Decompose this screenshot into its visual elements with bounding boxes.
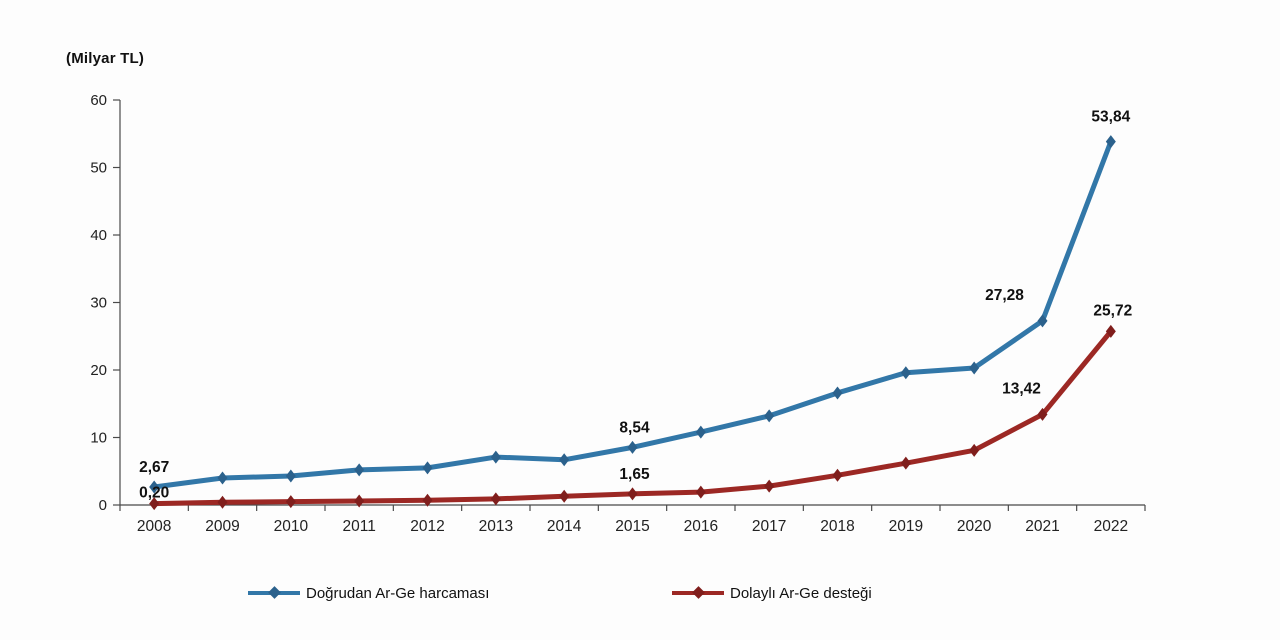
y-axis-tick-label: 60: [90, 92, 107, 109]
data-point-marker: [285, 495, 296, 509]
legend-item-indirect-rd-support: Dolaylı Ar-Ge desteği: [672, 582, 872, 604]
y-axis-tick-label: 30: [90, 295, 107, 312]
x-axis-year-label: 2015: [615, 518, 649, 535]
y-axis-tick-label: 10: [90, 430, 107, 447]
data-point-marker: [354, 494, 365, 508]
data-point-marker: [422, 461, 433, 475]
x-axis-year-label: 2012: [410, 518, 444, 535]
data-point-marker: [969, 443, 980, 457]
x-axis-year-label: 2016: [684, 518, 718, 535]
data-label: 2,67: [139, 459, 169, 476]
x-axis-year-label: 2021: [1025, 518, 1059, 535]
x-axis-year-label: 2011: [342, 518, 375, 535]
data-point-marker: [627, 487, 638, 501]
legend-label-indirect-rd: Dolaylı Ar-Ge desteği: [730, 584, 872, 602]
y-axis-unit-title: (Milyar TL): [66, 50, 145, 67]
y-axis-tick-label: 0: [99, 497, 107, 514]
x-axis-year-label: 2017: [752, 518, 786, 535]
data-point-marker: [832, 468, 843, 482]
x-axis-year-label: 2020: [957, 518, 992, 535]
legend-diamond-marker-red: [692, 586, 705, 599]
data-point-marker: [559, 489, 570, 503]
data-label: 25,72: [1093, 302, 1132, 319]
data-point-marker: [969, 361, 980, 375]
data-point-marker: [559, 453, 570, 467]
data-point-marker: [764, 409, 775, 423]
x-axis-year-label: 2013: [479, 518, 513, 535]
data-point-marker: [490, 492, 501, 506]
data-point-marker: [422, 493, 433, 507]
data-point-marker: [217, 495, 228, 509]
y-axis-tick-label: 20: [90, 362, 107, 379]
data-point-marker: [1105, 135, 1116, 149]
x-axis-year-label: 2009: [205, 518, 239, 535]
y-axis-tick-label: 50: [90, 160, 107, 177]
data-label: 53,84: [1091, 109, 1130, 126]
x-axis-year-label: 2008: [137, 518, 171, 535]
data-label: 8,54: [619, 419, 650, 436]
x-axis-year-label: 2014: [547, 518, 582, 535]
data-point-marker: [1037, 314, 1048, 328]
y-axis-tick-label: 40: [90, 227, 107, 244]
data-point-marker: [217, 471, 228, 485]
data-label: 0,20: [139, 485, 169, 502]
data-point-marker: [695, 425, 706, 439]
data-point-marker: [627, 440, 638, 454]
legend-diamond-marker-blue: [268, 586, 281, 599]
x-axis-year-label: 2010: [274, 518, 309, 535]
legend-label-direct-rd: Doğrudan Ar-Ge harcaması: [306, 584, 490, 602]
data-point-marker: [832, 386, 843, 400]
data-point-marker: [354, 463, 365, 477]
data-point-marker: [764, 479, 775, 493]
data-point-marker: [285, 469, 296, 483]
x-axis-year-label: 2019: [889, 518, 923, 535]
x-axis-year-label: 2018: [820, 518, 854, 535]
data-label: 1,65: [619, 466, 650, 483]
data-point-marker: [149, 480, 160, 494]
data-label: 27,28: [985, 287, 1024, 304]
data-point-marker: [490, 450, 501, 464]
data-point-marker: [1037, 407, 1048, 421]
data-point-marker: [695, 485, 706, 499]
legend-item-direct-rd-expenditure: Doğrudan Ar-Ge harcaması: [248, 582, 489, 604]
legend-line-sample-red: [672, 586, 724, 599]
chart-legend: Doğrudan Ar-Ge harcaması Dolaylı Ar-Ge d…: [0, 582, 1280, 612]
data-point-marker: [149, 497, 160, 511]
data-point-marker: [900, 456, 911, 470]
data-label: 13,42: [1002, 380, 1041, 397]
legend-line-sample-blue: [248, 586, 300, 599]
data-point-marker: [1105, 324, 1116, 338]
x-axis-year-label: 2022: [1094, 518, 1128, 535]
data-point-marker: [900, 366, 911, 380]
